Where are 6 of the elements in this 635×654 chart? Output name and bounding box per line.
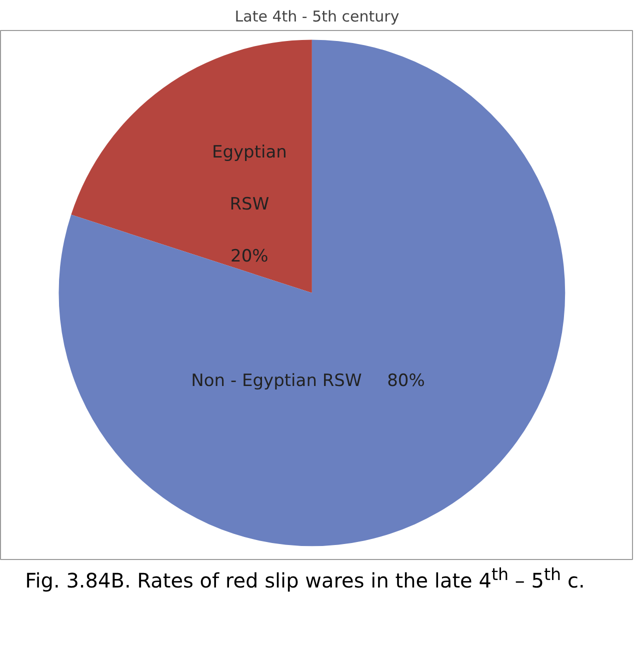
caption: Fig. 3.84B. Rates of red slip wares in the late 4$^{th}$ – 5$^{th}$ c. bbox=[24, 565, 586, 593]
slice-label: Non - Egyptian RSW bbox=[191, 371, 362, 392]
data-label: 20% bbox=[230, 246, 268, 267]
chart-title: Late 4th - 5th century bbox=[234, 8, 400, 26]
category-label: Egyptian RSW bbox=[212, 142, 287, 215]
data-label: 80% bbox=[387, 371, 425, 392]
